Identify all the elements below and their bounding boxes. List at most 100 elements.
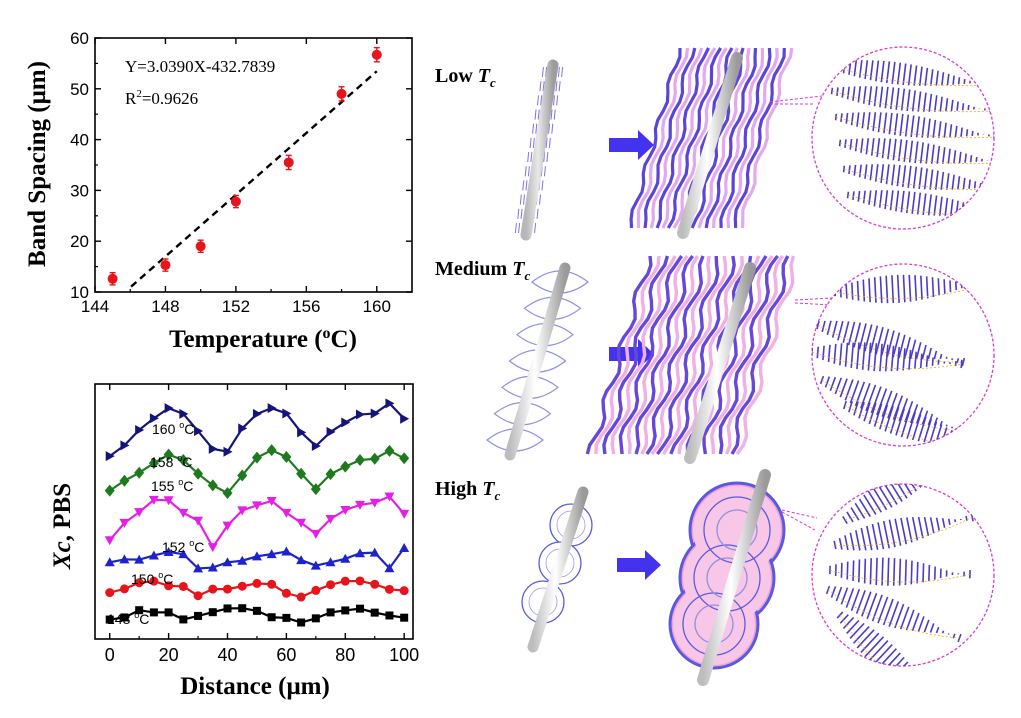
series-marker: [296, 467, 307, 480]
twisted-lamella: [854, 138, 858, 152]
twisted-lamella: [869, 60, 874, 81]
twisted-lamella: [881, 138, 886, 159]
series-marker: [356, 409, 365, 420]
band-stripe: [626, 254, 689, 455]
twisted-lamella: [836, 87, 839, 97]
fit-line: [130, 70, 378, 288]
series-marker: [149, 608, 158, 617]
series-label: 150 oC: [131, 570, 173, 587]
data-point: [160, 260, 171, 271]
row-label-high: High Tc: [435, 478, 500, 503]
twisted-lamella: [888, 601, 900, 627]
twisted-lamella: [868, 86, 873, 106]
twisted-lamella: [899, 113, 904, 136]
twisted-lamella: [946, 73, 950, 86]
twisted-lamella: [904, 559, 907, 586]
twisted-lamella: [877, 596, 889, 624]
series-marker: [310, 483, 321, 496]
twisted-lamella: [874, 164, 879, 182]
twisted-lamella: [839, 378, 848, 398]
twisted-lamella: [846, 561, 849, 580]
twisted-lamella: [860, 632, 880, 653]
twisted-lamella: [868, 190, 872, 205]
data-point: [283, 157, 294, 168]
twisted-lamella: [875, 60, 880, 82]
twisted-lamella: [970, 443, 973, 446]
twisted-lamella: [863, 558, 867, 584]
series-marker: [178, 549, 189, 559]
twisted-lamella: [918, 167, 923, 190]
band-stripe: [666, 47, 723, 229]
lamella-mark: [532, 123, 535, 134]
twisted-lamella: [848, 165, 851, 175]
lamella-mark: [548, 137, 551, 148]
twisted-lamella: [941, 147, 946, 164]
twisted-lamella: [846, 511, 854, 523]
series-marker: [356, 604, 364, 613]
series-marker: [369, 452, 380, 465]
chart2-xlabel: Distance (μm): [180, 673, 330, 700]
band-stripe: [634, 254, 694, 455]
series-marker: [193, 467, 204, 480]
twisted-lamella: [900, 190, 905, 213]
crystallization-schematic: Low Tc Medium Tc High Tc: [435, 46, 995, 703]
twisted-lamella: [868, 278, 871, 303]
band-stripe: [718, 254, 779, 455]
band-stripe: [629, 47, 682, 229]
twisted-lamella: [929, 698, 931, 700]
series-marker: [237, 581, 247, 591]
series-marker: [148, 550, 159, 560]
twisted-lamella: [935, 517, 940, 531]
twisted-lamella: [933, 350, 938, 360]
lamella-mark: [561, 66, 564, 78]
twisted-lamella: [846, 86, 850, 100]
y-tick-label: 60: [70, 29, 89, 48]
twisted-lamella: [964, 439, 968, 446]
band-spacing-chart: 144 148 152 156 160 10 20 30 40 50 60 Y=3.0390X-43…: [24, 29, 413, 353]
twisted-lamella: [911, 191, 916, 214]
lamella-mark: [514, 222, 517, 234]
lamella-outline: [523, 296, 582, 320]
twisted-lamella: [986, 445, 991, 446]
series-marker: [179, 615, 188, 624]
series-marker: [326, 608, 335, 617]
band-stripe: [741, 47, 794, 229]
twisted-lamella: [876, 138, 881, 158]
twisted-lamella: [924, 67, 929, 86]
twisted-lamella: [918, 66, 923, 86]
twisted-lamella: [842, 616, 855, 629]
twisted-lamella: [858, 60, 863, 78]
twisted-lamella: [832, 61, 835, 71]
series-marker: [384, 492, 395, 502]
twisted-lamella: [934, 702, 935, 703]
twisted-lamella: [877, 112, 882, 133]
twisted-lamella: [860, 527, 867, 551]
series-marker: [282, 613, 291, 622]
twisted-lamella: [884, 86, 889, 109]
series-marker: [385, 611, 394, 620]
twisted-lamella: [858, 559, 861, 583]
twisted-lamella: [867, 490, 882, 513]
series-marker: [104, 557, 115, 567]
twisted-lamella: [913, 65, 918, 86]
twisted-lamella: [945, 173, 950, 190]
lamella-mark: [535, 123, 538, 134]
band-stripe: [697, 47, 751, 229]
series-marker: [178, 508, 189, 518]
twisted-lamella: [960, 427, 966, 436]
twisted-lamella: [896, 62, 902, 85]
twisted-lamella: [914, 465, 925, 483]
magnified-view-low: [811, 46, 995, 230]
twisted-lamella: [933, 195, 938, 216]
twisted-lamella: [902, 672, 915, 686]
band-stripe: [719, 47, 772, 229]
twisted-lamella: [883, 112, 888, 134]
twisted-lamella: [844, 342, 849, 367]
series-marker: [179, 408, 189, 419]
lamella-mark: [527, 152, 530, 163]
series-marker: [385, 398, 395, 409]
twisted-lamella: [841, 86, 845, 98]
twisted-lamella: [896, 164, 901, 187]
twisted-lamella: [899, 606, 910, 630]
series-marker: [369, 498, 380, 508]
